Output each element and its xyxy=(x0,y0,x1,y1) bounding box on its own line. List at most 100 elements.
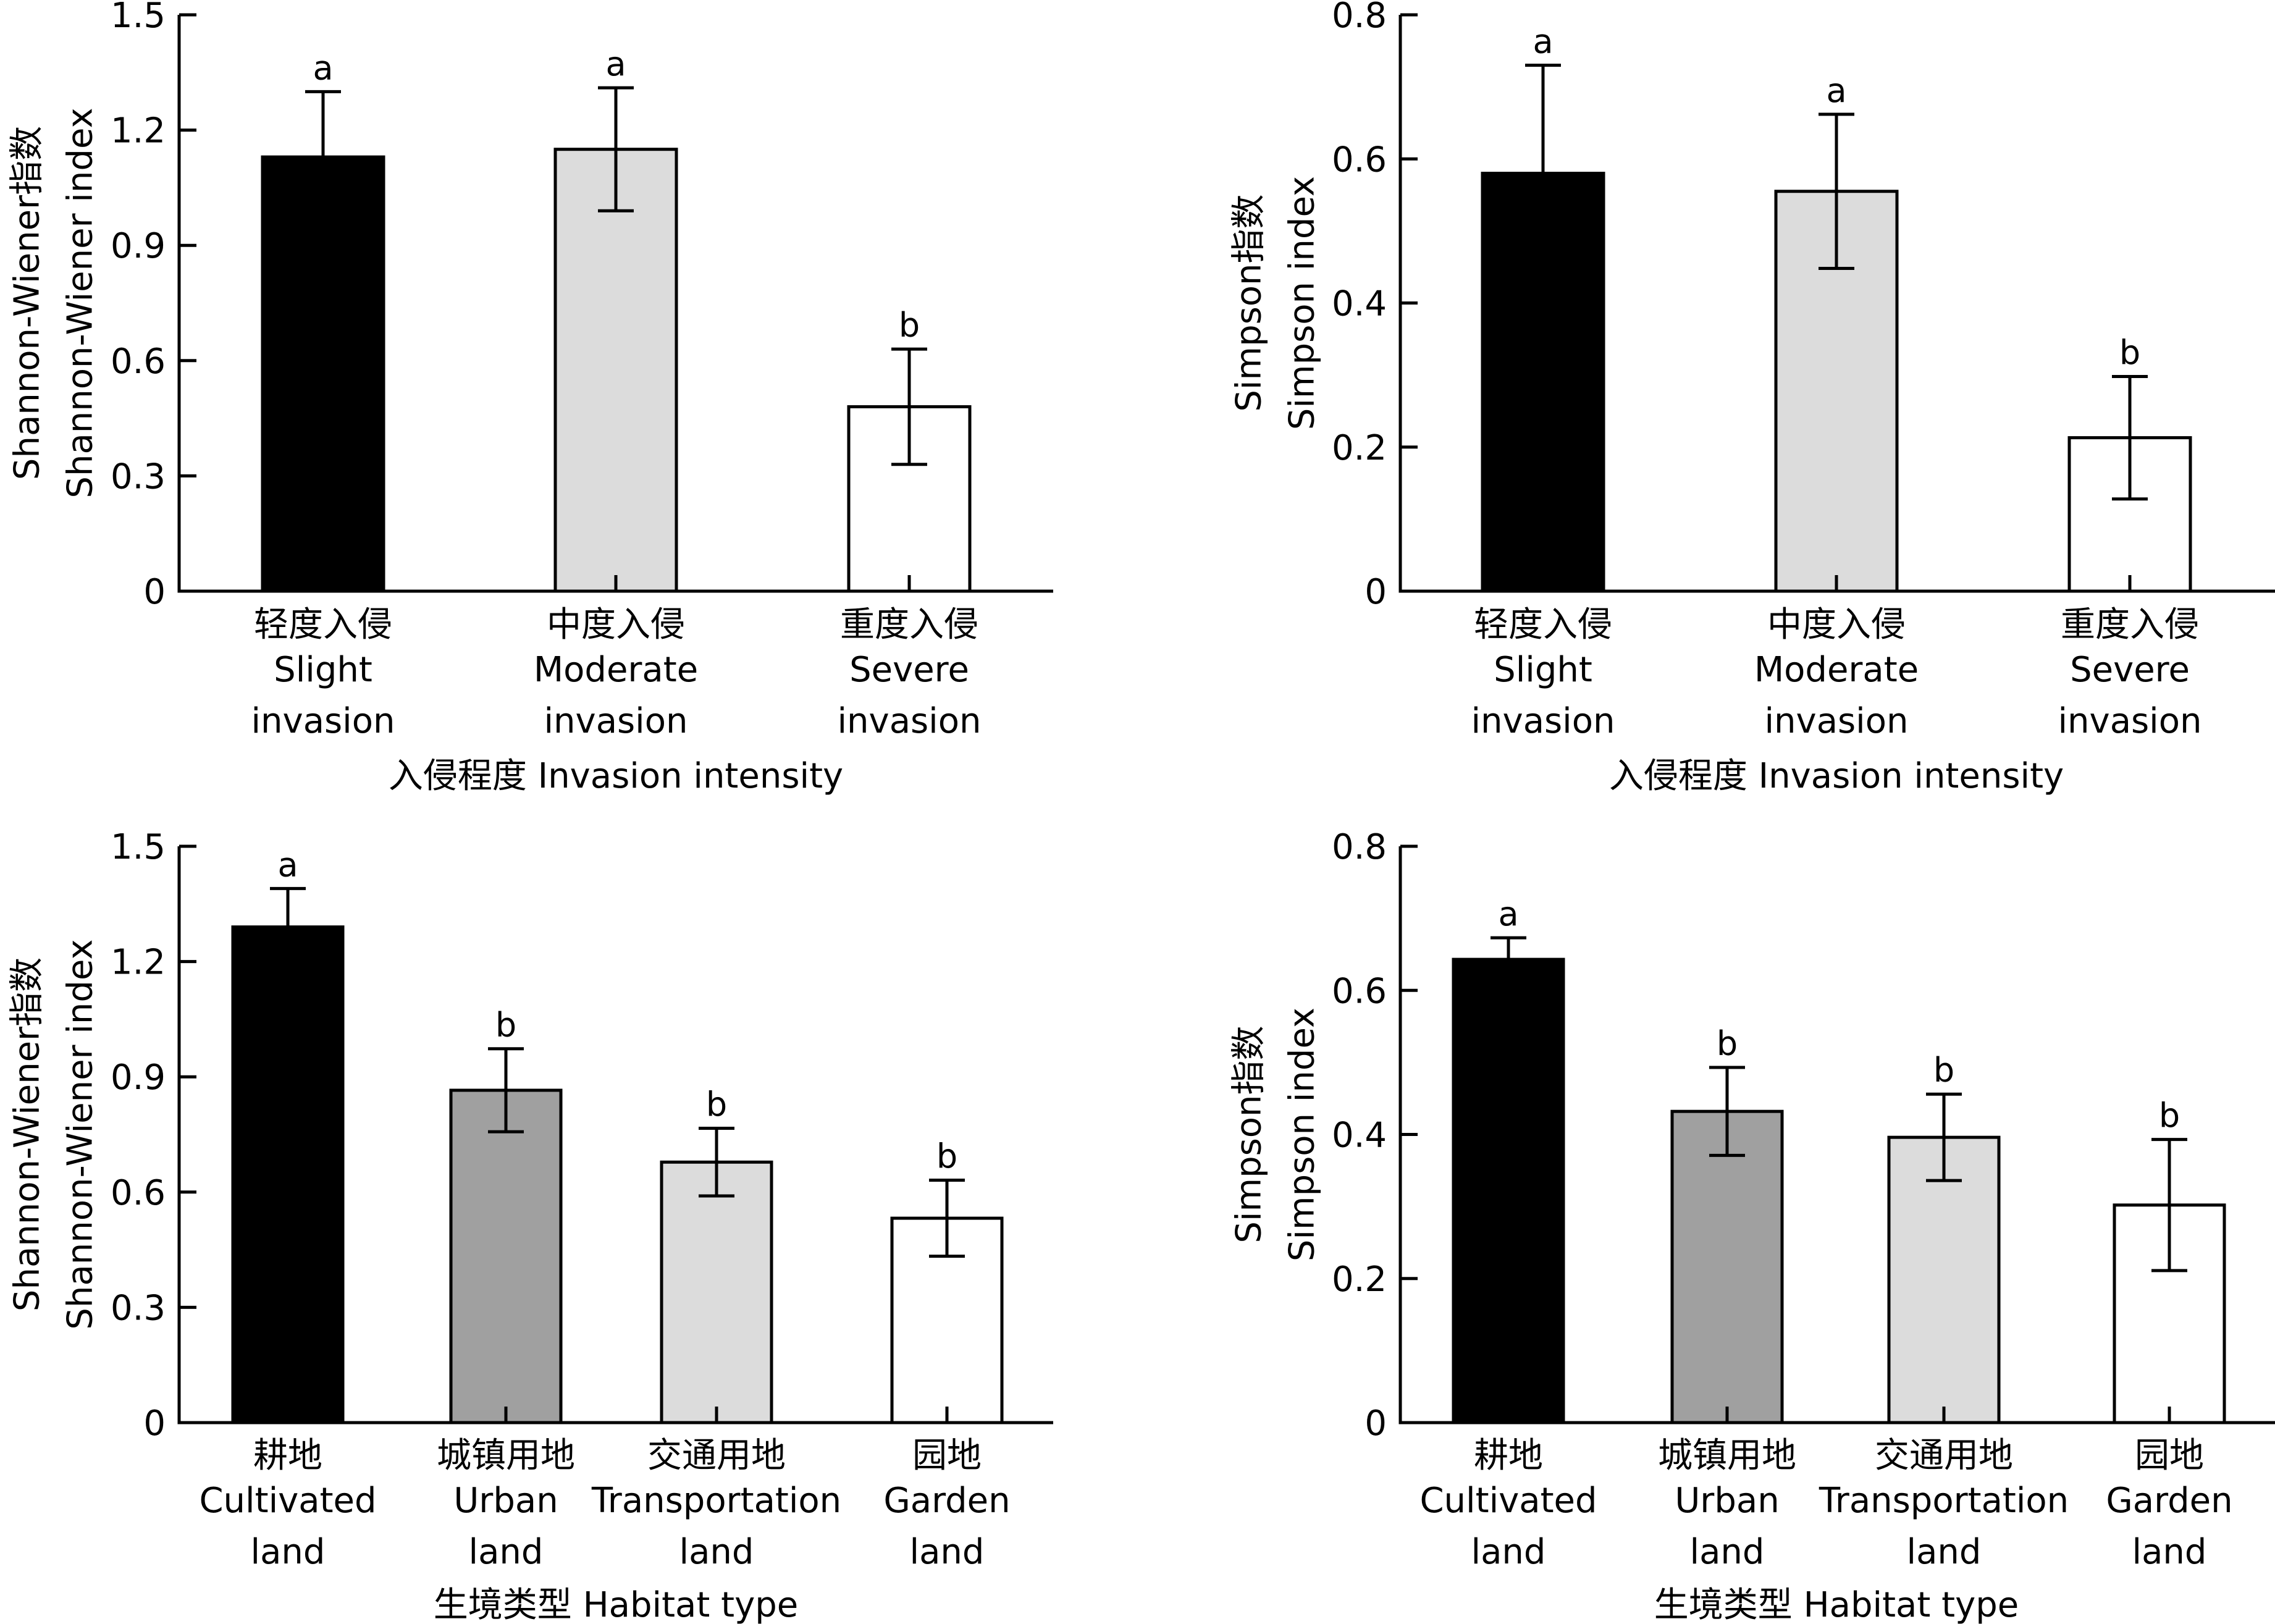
x-axis-title: 生境类型 Habitat type xyxy=(1654,1585,2019,1624)
x-tick-label-en-2: land xyxy=(679,1532,754,1572)
significance-letter: b xyxy=(1933,1051,1954,1090)
y-tick-label: 0.2 xyxy=(1332,428,1387,468)
x-tick-label-cn: 轻度入侵 xyxy=(254,605,392,645)
x-tick-label-en: Cultivated xyxy=(1419,1481,1597,1521)
bar xyxy=(449,1088,563,1424)
x-tick-label-cn: 轻度入侵 xyxy=(1474,605,1612,645)
chart-panel-top-left: a a b 0 0.3 0.6 0.9 1.2 1.5 轻度入侵 Slight invasion 中度入… xyxy=(7,0,1053,796)
y-axis-title-cn: Shannon-Wiener指数 xyxy=(7,126,48,480)
x-tick-label-en: Garden xyxy=(883,1481,1010,1521)
y-axis-title-en: Shannon-Wiener index xyxy=(61,107,101,498)
y-tick-label: 0 xyxy=(1365,572,1387,612)
x-tick-label-cn: 城镇用地 xyxy=(437,1436,575,1476)
x-tick-label-en-2: invasion xyxy=(838,701,982,741)
x-tick-label-en: Moderate xyxy=(1754,650,1919,690)
x-tick-label-en: Transportation xyxy=(1819,1481,2069,1521)
x-tick-label-en: Severe xyxy=(849,650,969,690)
y-tick-label: 1.5 xyxy=(111,0,166,36)
significance-letter: a xyxy=(1533,22,1553,61)
bar xyxy=(1452,957,1565,1424)
x-tick-label-cn: 城镇用地 xyxy=(1658,1436,1796,1476)
y-tick-label: 0.6 xyxy=(1332,140,1387,180)
x-tick-label-cn: 园地 xyxy=(2135,1436,2204,1476)
y-tick-label: 1.5 xyxy=(111,827,166,867)
significance-letter: b xyxy=(495,1006,516,1045)
y-axis-title-en: Simpson index xyxy=(1282,176,1323,430)
y-axis-title-cn: Simpson指数 xyxy=(1229,194,1269,411)
x-tick-label-en-2: land xyxy=(1471,1532,1546,1572)
y-tick-label: 0.3 xyxy=(111,456,166,497)
x-axis-title: 入侵程度 Invasion intensity xyxy=(1609,756,2064,796)
y-tick-label: 0 xyxy=(143,1403,166,1444)
x-tick-label-en: Urban xyxy=(453,1481,558,1521)
significance-letter: b xyxy=(936,1137,957,1176)
y-tick-label: 0 xyxy=(143,572,166,612)
significance-letter: a xyxy=(313,48,333,87)
x-tick-label-en: Moderate xyxy=(534,650,698,690)
y-axis-title-cn: Shannon-Wiener指数 xyxy=(7,957,48,1311)
x-tick-label-en: Garden xyxy=(2106,1481,2232,1521)
x-tick-label-cn: 耕地 xyxy=(1474,1436,1543,1476)
x-tick-label-en-2: land xyxy=(251,1532,326,1572)
y-tick-label: 0.6 xyxy=(111,1173,166,1213)
x-tick-label-en-2: land xyxy=(910,1532,985,1572)
x-tick-label-cn: 园地 xyxy=(912,1436,982,1476)
y-tick-label: 0.2 xyxy=(1332,1260,1387,1300)
significance-letter: b xyxy=(2159,1096,2180,1135)
significance-letter: b xyxy=(706,1085,727,1124)
y-tick-label: 0.8 xyxy=(1332,827,1387,867)
x-tick-label-en-2: land xyxy=(2132,1532,2207,1572)
x-tick-label-en: Slight xyxy=(1494,650,1592,690)
significance-letter: b xyxy=(2119,333,2140,372)
y-tick-label: 0.4 xyxy=(1332,284,1387,324)
x-axis-title: 入侵程度 Invasion intensity xyxy=(389,756,843,796)
x-tick-label-cn: 重度入侵 xyxy=(2061,605,2199,645)
significance-letter: b xyxy=(899,306,920,345)
x-tick-label-cn: 耕地 xyxy=(253,1436,322,1476)
x-tick-label-en: Severe xyxy=(2070,650,2190,690)
y-tick-label: 0.6 xyxy=(1332,971,1387,1011)
y-tick-label: 0 xyxy=(1365,1403,1387,1444)
significance-letter: a xyxy=(277,845,298,884)
y-axis-title-en: Shannon-Wiener index xyxy=(61,939,101,1329)
x-tick-label-cn: 中度入侵 xyxy=(547,605,685,645)
y-tick-label: 0.3 xyxy=(111,1288,166,1328)
x-tick-label-en-2: invasion xyxy=(544,701,688,741)
x-tick-label-en-2: invasion xyxy=(1471,701,1615,741)
y-tick-label: 0.6 xyxy=(111,342,166,382)
y-axis-title-en: Simpson index xyxy=(1282,1008,1323,1261)
y-axis-title-cn: Simpson指数 xyxy=(1229,1025,1269,1243)
x-tick-label-en: Transportation xyxy=(591,1481,841,1521)
x-tick-label-en-2: land xyxy=(469,1532,544,1572)
x-tick-label-en-2: invasion xyxy=(1765,701,1909,741)
chart-panel-top-right: a a b 0 0.2 0.4 0.6 0.8 轻度入侵 Slight invasion 中度入侵 Mo… xyxy=(1229,0,2275,796)
x-axis-title: 生境类型 Habitat type xyxy=(434,1585,798,1624)
bar xyxy=(1670,1109,1784,1424)
x-tick-label-cn: 中度入侵 xyxy=(1767,605,1906,645)
x-tick-label-en-2: land xyxy=(1690,1532,1765,1572)
bar xyxy=(231,925,345,1424)
y-tick-label: 1.2 xyxy=(111,943,166,983)
x-tick-label-cn: 交通用地 xyxy=(1875,1436,2013,1476)
x-tick-label-cn: 交通用地 xyxy=(647,1436,786,1476)
x-tick-label-en-2: invasion xyxy=(251,701,395,741)
significance-letter: a xyxy=(1498,894,1518,933)
significance-letter: a xyxy=(1826,71,1846,110)
chart-panel-bottom-left: a b b b 0 0.3 0.6 0.9 1.2 1.5 耕地 Cultivated land 城镇用地… xyxy=(7,827,1053,1624)
x-tick-label-en: Cultivated xyxy=(199,1481,376,1521)
significance-letter: b xyxy=(1717,1024,1738,1063)
chart-panel-bottom-right: a b b b 0 0.2 0.4 0.6 0.8 耕地 Cultivated land 城镇用地 Urb… xyxy=(1229,827,2275,1624)
y-tick-label: 0.9 xyxy=(111,226,166,266)
bar xyxy=(660,1160,773,1424)
bar xyxy=(261,155,385,593)
bar xyxy=(553,148,678,593)
x-tick-label-en: Slight xyxy=(274,650,372,690)
y-tick-label: 0.9 xyxy=(111,1058,166,1098)
x-tick-label-cn: 重度入侵 xyxy=(840,605,978,645)
x-tick-label-en-2: invasion xyxy=(2058,701,2202,741)
significance-letter: a xyxy=(605,44,626,83)
x-tick-label-en-2: land xyxy=(1907,1532,1982,1572)
y-tick-label: 1.2 xyxy=(111,111,166,151)
x-tick-label-en: Urban xyxy=(1675,1481,1779,1521)
